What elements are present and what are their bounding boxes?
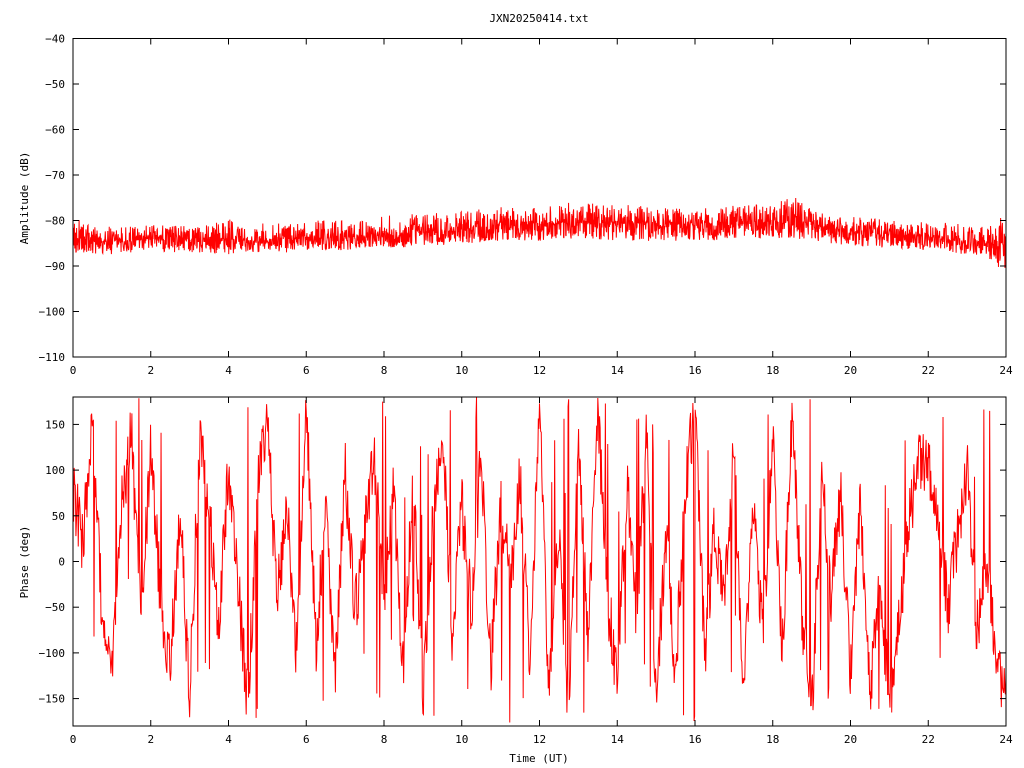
amplitude-series-line (72, 197, 1007, 268)
x-tick-label: 4 (225, 364, 232, 377)
phase-y-axis-label: Phase (deg) (18, 526, 31, 599)
x-tick-label: 6 (303, 733, 310, 746)
y-tick-label: −110 (39, 351, 66, 364)
x-tick-label: 24 (999, 364, 1013, 377)
x-tick-label: 14 (611, 364, 625, 377)
x-tick-label: 0 (70, 364, 77, 377)
phase-x-ticks: 0 2 4 6 8 10 12 14 16 18 20 22 24 (70, 397, 1013, 746)
x-tick-label: 0 (70, 733, 77, 746)
amplitude-panel: −110−100−90−80−70−60−50−40 0 2 4 6 8 10 12 14 16… (18, 33, 1013, 378)
chart-title: JXN20250414.txt (489, 12, 588, 25)
time-x-axis-label: Time (UT) (509, 752, 569, 765)
x-tick-label: 20 (844, 733, 857, 746)
x-tick-label: 14 (611, 733, 625, 746)
x-tick-label: 16 (688, 364, 701, 377)
x-tick-label: 6 (303, 364, 310, 377)
y-tick-label: −150 (39, 693, 66, 706)
x-tick-label: 22 (922, 733, 935, 746)
y-tick-label: −100 (39, 306, 66, 319)
x-tick-label: 22 (922, 364, 935, 377)
y-tick-label: 0 (58, 556, 65, 569)
x-tick-label: 18 (766, 364, 779, 377)
amplitude-y-ticks: −110 −100 −90 −80 −70 −60 −50 −40 (39, 33, 1006, 364)
x-tick-label: 2 (147, 733, 154, 746)
y-tick-label: 50 (52, 510, 65, 523)
amplitude-x-ticks: 0 2 4 6 8 10 12 14 16 18 20 22 24 (70, 38, 1013, 377)
x-tick-label: 12 (533, 364, 546, 377)
y-tick-label: −60 (45, 124, 65, 137)
x-tick-label: 8 (381, 733, 388, 746)
y-tick-label: −70 (45, 169, 65, 182)
x-tick-label: 12 (533, 733, 546, 746)
x-tick-label: 2 (147, 364, 154, 377)
x-tick-label: 8 (381, 364, 388, 377)
y-tick-label: −50 (45, 601, 65, 614)
x-tick-label: 18 (766, 733, 779, 746)
y-tick-label: −80 (45, 215, 65, 228)
x-tick-label: 4 (225, 733, 232, 746)
y-tick-label: −50 (45, 78, 65, 91)
y-tick-label: 100 (45, 464, 65, 477)
phase-y-ticks: −150 −100 −50 0 50 100 150 (39, 418, 1006, 706)
y-tick-label: −40 (45, 33, 65, 46)
amplitude-plot-frame (72, 38, 1007, 358)
x-tick-label: 10 (455, 733, 468, 746)
y-tick-label: 150 (45, 418, 65, 431)
x-tick-label: 16 (688, 733, 701, 746)
phase-trace-path (72, 397, 1007, 723)
x-tick-label: 24 (999, 733, 1013, 746)
y-tick-label: −90 (45, 260, 65, 273)
x-tick-label: 10 (455, 364, 468, 377)
amplitude-y-axis-label: Amplitude (dB) (18, 152, 31, 245)
amplitude-trace-path (72, 197, 1007, 268)
phase-series-line (72, 397, 1007, 723)
y-tick-label: −100 (39, 647, 66, 660)
x-tick-label: 20 (844, 364, 857, 377)
